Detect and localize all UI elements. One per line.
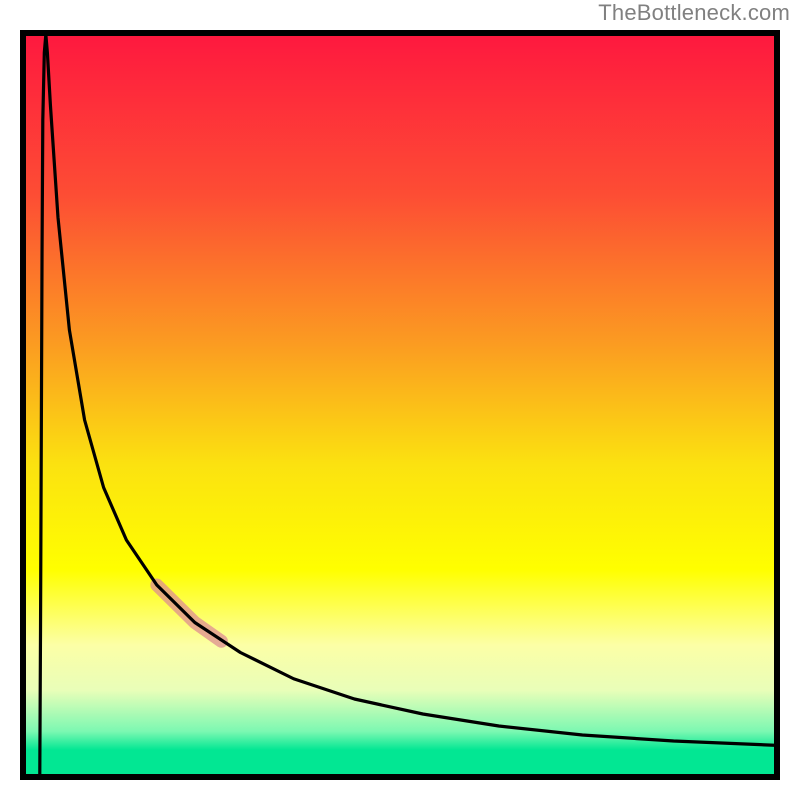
bottleneck-curve-chart (0, 0, 800, 800)
watermark-text: TheBottleneck.com (598, 0, 790, 26)
chart-background (20, 30, 780, 780)
chart-container: { "watermark": { "text": "TheBottleneck.… (0, 0, 800, 800)
